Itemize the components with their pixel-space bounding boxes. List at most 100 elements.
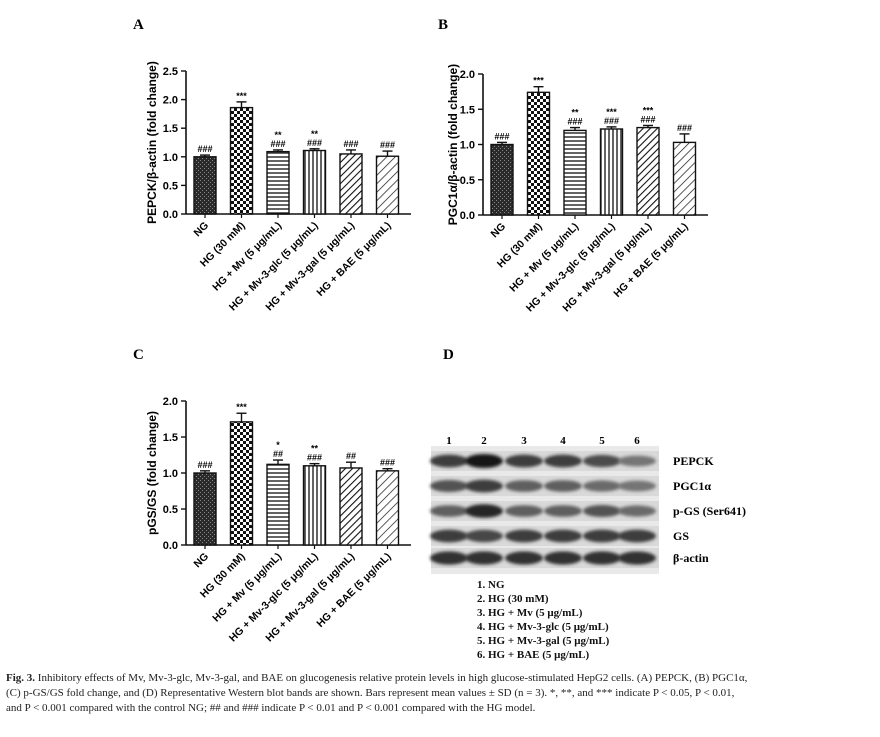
- bar: [636, 126, 660, 216]
- x-category-label: HG + Mv (5 μg/mL): [507, 221, 581, 295]
- protein-band: [583, 454, 621, 468]
- bar: [375, 155, 400, 215]
- bar: [563, 129, 587, 216]
- y-tick-label: 0.0: [460, 210, 475, 222]
- lane-legend-item: 1. NG: [477, 579, 505, 591]
- protein-band: [465, 479, 503, 493]
- significance-hg: ###: [677, 123, 692, 133]
- protein-band: [583, 551, 621, 565]
- bar: [375, 470, 400, 546]
- protein-band: [430, 529, 468, 543]
- protein-band: [544, 551, 582, 565]
- bar: [490, 143, 514, 216]
- caption-line-2: (C) p-GS/GS fold change, and (D) Represe…: [6, 687, 735, 699]
- significance-hg: ###: [380, 140, 395, 150]
- significance-hg: ###: [567, 117, 582, 127]
- significance-hg: ###: [307, 138, 322, 148]
- caption-line-3: and P < 0.001 compared with the control …: [6, 702, 536, 714]
- y-axis-title: pGS/GS (fold change): [145, 411, 159, 535]
- y-tick-label: 2.0: [460, 69, 475, 81]
- lane-legend-item: 6. HG + BAE (5 μg/mL): [477, 649, 590, 661]
- panel-label-d: D: [443, 347, 454, 363]
- bar: [339, 467, 363, 546]
- x-category-label: HG + BAE (5 μg/mL): [314, 551, 393, 630]
- protein-band: [544, 529, 582, 543]
- significance-ng: **: [311, 129, 319, 139]
- protein-band: [465, 529, 503, 543]
- significance-hg: ###: [604, 116, 619, 126]
- protein-band: [618, 551, 656, 565]
- y-tick-label: 1.0: [163, 468, 178, 480]
- significance-hg: ###: [197, 144, 212, 154]
- protein-band: [505, 529, 543, 543]
- x-category-label: NG: [488, 221, 508, 241]
- protein-band: [465, 551, 503, 565]
- y-tick-label: 1.5: [163, 123, 178, 135]
- blot-row-label: β-actin: [673, 551, 709, 565]
- y-tick-label: 2.5: [163, 66, 178, 78]
- protein-band: [583, 529, 621, 543]
- bar: [302, 149, 327, 215]
- significance-hg: ##: [346, 451, 356, 461]
- protein-band: [505, 551, 543, 565]
- significance-ng: ***: [236, 91, 247, 101]
- significance-hg: ###: [640, 114, 655, 124]
- bar: [266, 463, 290, 546]
- lane-legend-item: 2. HG (30 mM): [477, 593, 549, 605]
- panel-label-c: C: [133, 347, 144, 363]
- panel-label-b: B: [438, 17, 448, 33]
- significance-hg: ###: [380, 458, 395, 468]
- protein-band: [505, 505, 543, 517]
- protein-band: [544, 505, 582, 517]
- y-tick-label: 2.0: [163, 396, 178, 408]
- y-tick-label: 0.0: [163, 209, 178, 221]
- caption-fig-label: Fig. 3.: [6, 672, 36, 684]
- lane-number: 6: [634, 435, 640, 447]
- x-category-label: HG + BAE (5 μg/mL): [611, 221, 690, 300]
- lane-legend-item: 4. HG + Mv-3-glc (5 μg/mL): [477, 621, 609, 633]
- bar: [193, 156, 217, 215]
- protein-band: [618, 455, 656, 467]
- significance-hg: ###: [197, 460, 212, 470]
- lane-legend-item: 3. HG + Mv (5 μg/mL): [477, 607, 583, 619]
- y-tick-label: 0.5: [163, 504, 178, 516]
- y-tick-label: 1.5: [163, 432, 178, 444]
- lane-legend: 1. NG 2. HG (30 mM) 3. HG + Mv (5 μg/mL)…: [477, 578, 609, 662]
- lane-number: 2: [481, 435, 487, 447]
- protein-band: [583, 505, 621, 517]
- western-blot: 1 2 3 4 5 6 PEPCK PGC1α p-GS (Ser641) GS β-actin: [430, 435, 746, 574]
- x-category-label: HG + Mv (5 μg/mL): [210, 220, 284, 294]
- chart-a-pepck: 0.0 0.5 1.0 1.5 2.0 2.5 PEPCK/β-actin (fold ch…: [145, 61, 411, 313]
- significance-ng: **: [274, 130, 282, 140]
- x-category-label: HG + Mv (5 μg/mL): [210, 551, 284, 625]
- bar: [599, 128, 624, 216]
- blot-row-label: PEPCK: [673, 454, 714, 468]
- protein-band: [430, 480, 468, 492]
- y-axis-title: PGC1α/β-actin (fold change): [446, 64, 460, 225]
- bar: [302, 465, 327, 546]
- protein-band: [544, 480, 582, 492]
- protein-band: [618, 529, 656, 543]
- x-category-label: NG: [191, 220, 211, 240]
- bar: [229, 421, 254, 546]
- significance-ng: ***: [643, 105, 654, 115]
- y-axis-title: PEPCK/β-actin (fold change): [145, 61, 159, 224]
- x-category-label: HG + BAE (5 μg/mL): [314, 220, 393, 299]
- caption-line-1: Inhibitory effects of Mv, Mv-3-glc, Mv-3…: [37, 672, 748, 684]
- panel-label-a: A: [133, 17, 144, 33]
- blot-row-label: GS: [673, 529, 689, 543]
- y-tick-label: 2.0: [163, 95, 178, 107]
- protein-band: [430, 454, 468, 468]
- y-tick-label: 0.0: [163, 540, 178, 552]
- significance-hg: ###: [343, 139, 358, 149]
- lane-number: 1: [446, 435, 452, 447]
- significance-hg: ###: [270, 139, 285, 149]
- significance-hg: ##: [273, 449, 283, 459]
- significance-ng: ***: [606, 107, 617, 117]
- significance-hg: ###: [494, 131, 509, 141]
- bar: [266, 150, 290, 215]
- significance-hg: ###: [307, 453, 322, 463]
- y-tick-label: 1.0: [163, 152, 178, 164]
- lane-number: 4: [560, 435, 566, 447]
